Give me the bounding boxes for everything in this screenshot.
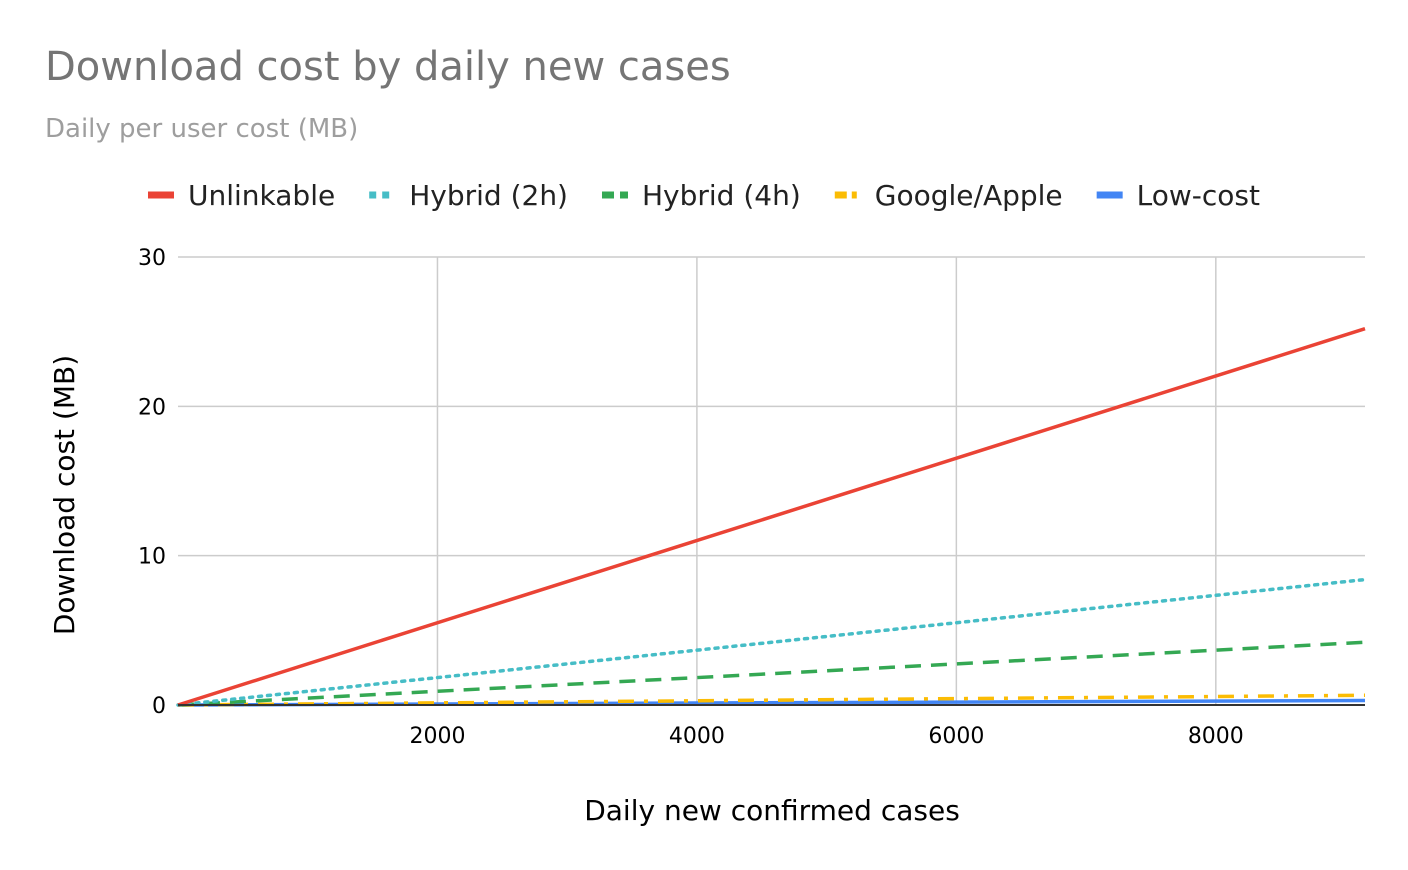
legend-item-low-cost: Low-cost (1096, 179, 1260, 212)
y-tick-label: 0 (152, 694, 166, 719)
y-tick-label: 20 (138, 395, 166, 420)
y-tick-label: 30 (138, 246, 166, 271)
series-line-unlinkable (177, 327, 1366, 707)
x-axis-title: Daily new confirmed cases (584, 794, 960, 827)
x-tick-label: 8000 (1188, 724, 1244, 749)
y-axis-title: Download cost (MB) (48, 355, 81, 635)
legend-item-hybrid-4h: Hybrid (4h) (601, 179, 801, 212)
legend-label: Google/Apple (875, 179, 1063, 212)
axes: 0 10 20 30 2000 4000 6000 8000 (138, 246, 1365, 749)
legend-item-hybrid-2h: Hybrid (2h) (369, 179, 568, 212)
x-tick-label: 4000 (669, 724, 725, 749)
x-tick-label: 2000 (409, 724, 465, 749)
series-layer (176, 327, 1367, 707)
legend-item-unlinkable: Unlinkable (147, 179, 335, 212)
legend-label: Unlinkable (188, 179, 335, 212)
x-tick-label: 6000 (928, 724, 984, 749)
legend-label: Hybrid (4h) (642, 179, 801, 212)
legend-label: Hybrid (2h) (409, 179, 568, 212)
legend: Unlinkable Hybrid (2h) Hybrid (4h) Google/A… (147, 179, 1260, 212)
chart-title: Download cost by daily new cases (45, 44, 731, 90)
series-line-hybrid-2h (176, 577, 1367, 707)
gridlines (178, 256, 1365, 705)
series-line-hybrid-4h (177, 640, 1366, 707)
y-tick-label: 10 (138, 545, 166, 570)
chart-subtitle: Daily per user cost (MB) (45, 114, 359, 144)
legend-item-google-apple: Google/Apple (834, 179, 1063, 212)
series-line-google-apple (177, 693, 1366, 707)
legend-label: Low-cost (1137, 179, 1260, 212)
